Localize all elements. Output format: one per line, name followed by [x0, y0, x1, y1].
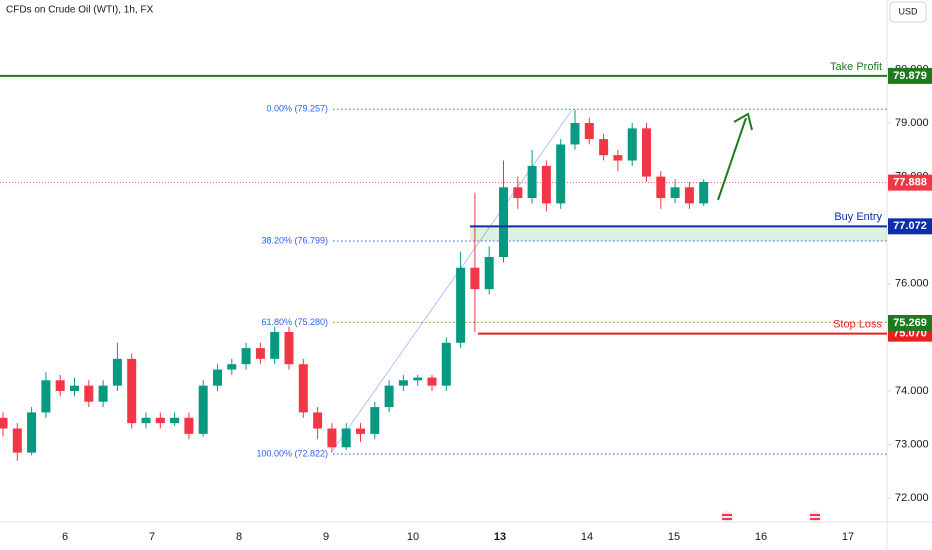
price-box-label: 77.888 [893, 177, 927, 189]
candle-body [327, 428, 337, 448]
x-tick-label: 13 [494, 531, 506, 543]
candle-body [642, 128, 651, 177]
candle-body [70, 385, 79, 391]
candle-body [341, 428, 351, 448]
candle-body [170, 417, 180, 424]
candle-body [127, 358, 137, 424]
candle-body [241, 348, 251, 365]
candle-body [370, 407, 380, 434]
x-tick-label: 15 [668, 531, 680, 543]
candle-body [12, 428, 22, 453]
candle-body [456, 267, 466, 343]
level-label: Take Profit [830, 61, 882, 73]
candle-body [441, 342, 451, 386]
fib-trend-line [332, 109, 573, 451]
candle-body [670, 187, 680, 199]
x-tick-label: 9 [323, 531, 329, 543]
candle-body [470, 267, 480, 290]
candle-body [155, 417, 165, 424]
candle-body [699, 181, 709, 204]
candle-body [112, 358, 122, 386]
candle-body [527, 165, 537, 199]
arrow-head [733, 112, 753, 131]
level-label: Buy Entry [834, 211, 882, 223]
chart-title: CFDs on Crude Oil (WTI), 1h, FX [6, 5, 154, 16]
candle-body [513, 187, 523, 199]
candle-body [298, 364, 308, 413]
y-tick-label: 73.000 [895, 438, 929, 450]
price-box-label: 77.072 [893, 220, 927, 232]
candle-body [584, 123, 594, 140]
candle-body [141, 417, 151, 424]
candle-body [313, 412, 323, 429]
buy-zone [470, 226, 887, 241]
candle-body [213, 369, 222, 386]
price-box [888, 174, 932, 191]
y-tick-label: 72.000 [895, 492, 929, 504]
candle-body [541, 165, 551, 204]
fib-label: 61.80% (75.280) [261, 317, 328, 327]
candle-body [556, 144, 566, 204]
candle-body [499, 187, 508, 257]
candle-body [627, 128, 637, 161]
candle-body [413, 377, 423, 381]
fib-label: 38.20% (76.799) [261, 235, 328, 245]
candle-body [613, 155, 623, 161]
price-box [888, 314, 932, 331]
price-box-label: 79.879 [893, 70, 927, 82]
candle-body [484, 256, 494, 290]
x-tick-label: 10 [407, 531, 419, 543]
candle-body [227, 364, 237, 370]
candle-body [684, 187, 694, 204]
flag [721, 511, 733, 523]
x-tick-label: 14 [581, 531, 593, 543]
candle-body [427, 377, 437, 386]
x-tick-label: 17 [842, 531, 854, 543]
candle-body [356, 428, 365, 434]
x-tick-label: 7 [149, 531, 155, 543]
candle-body [284, 332, 294, 365]
currency[interactable]: USD [898, 6, 918, 16]
candle-body [198, 385, 208, 434]
candle-body [270, 332, 280, 359]
price-box [888, 67, 932, 84]
y-tick-label: 79.000 [895, 117, 929, 129]
candle-body [656, 176, 666, 199]
y-tick-label: 74.000 [895, 385, 929, 397]
candle-body [84, 385, 94, 402]
candle-body [98, 385, 108, 402]
currency-button[interactable] [889, 1, 927, 23]
x-tick-label: 16 [755, 531, 767, 543]
candle-body [599, 139, 609, 156]
price-box [888, 218, 932, 235]
arrow [717, 117, 747, 201]
candle-body [398, 380, 408, 386]
candle-body [27, 412, 37, 453]
x-tick-label: 8 [236, 531, 242, 543]
flag [809, 511, 821, 523]
candle-body [55, 380, 65, 391]
candle-body [255, 348, 265, 359]
y-tick-label: 76.000 [895, 278, 929, 290]
fib-label: 100.00% (72.822) [256, 449, 328, 459]
candle-body [41, 380, 51, 413]
fib-label: 0.00% (79.257) [266, 104, 328, 114]
level-label: Stop Loss [833, 319, 882, 331]
candle-body [184, 417, 194, 434]
price-box-label: 75.269 [893, 317, 927, 329]
candle-body [384, 385, 394, 408]
candle-body [0, 417, 8, 429]
candle-body [570, 123, 580, 145]
x-tick-label: 6 [62, 531, 68, 543]
